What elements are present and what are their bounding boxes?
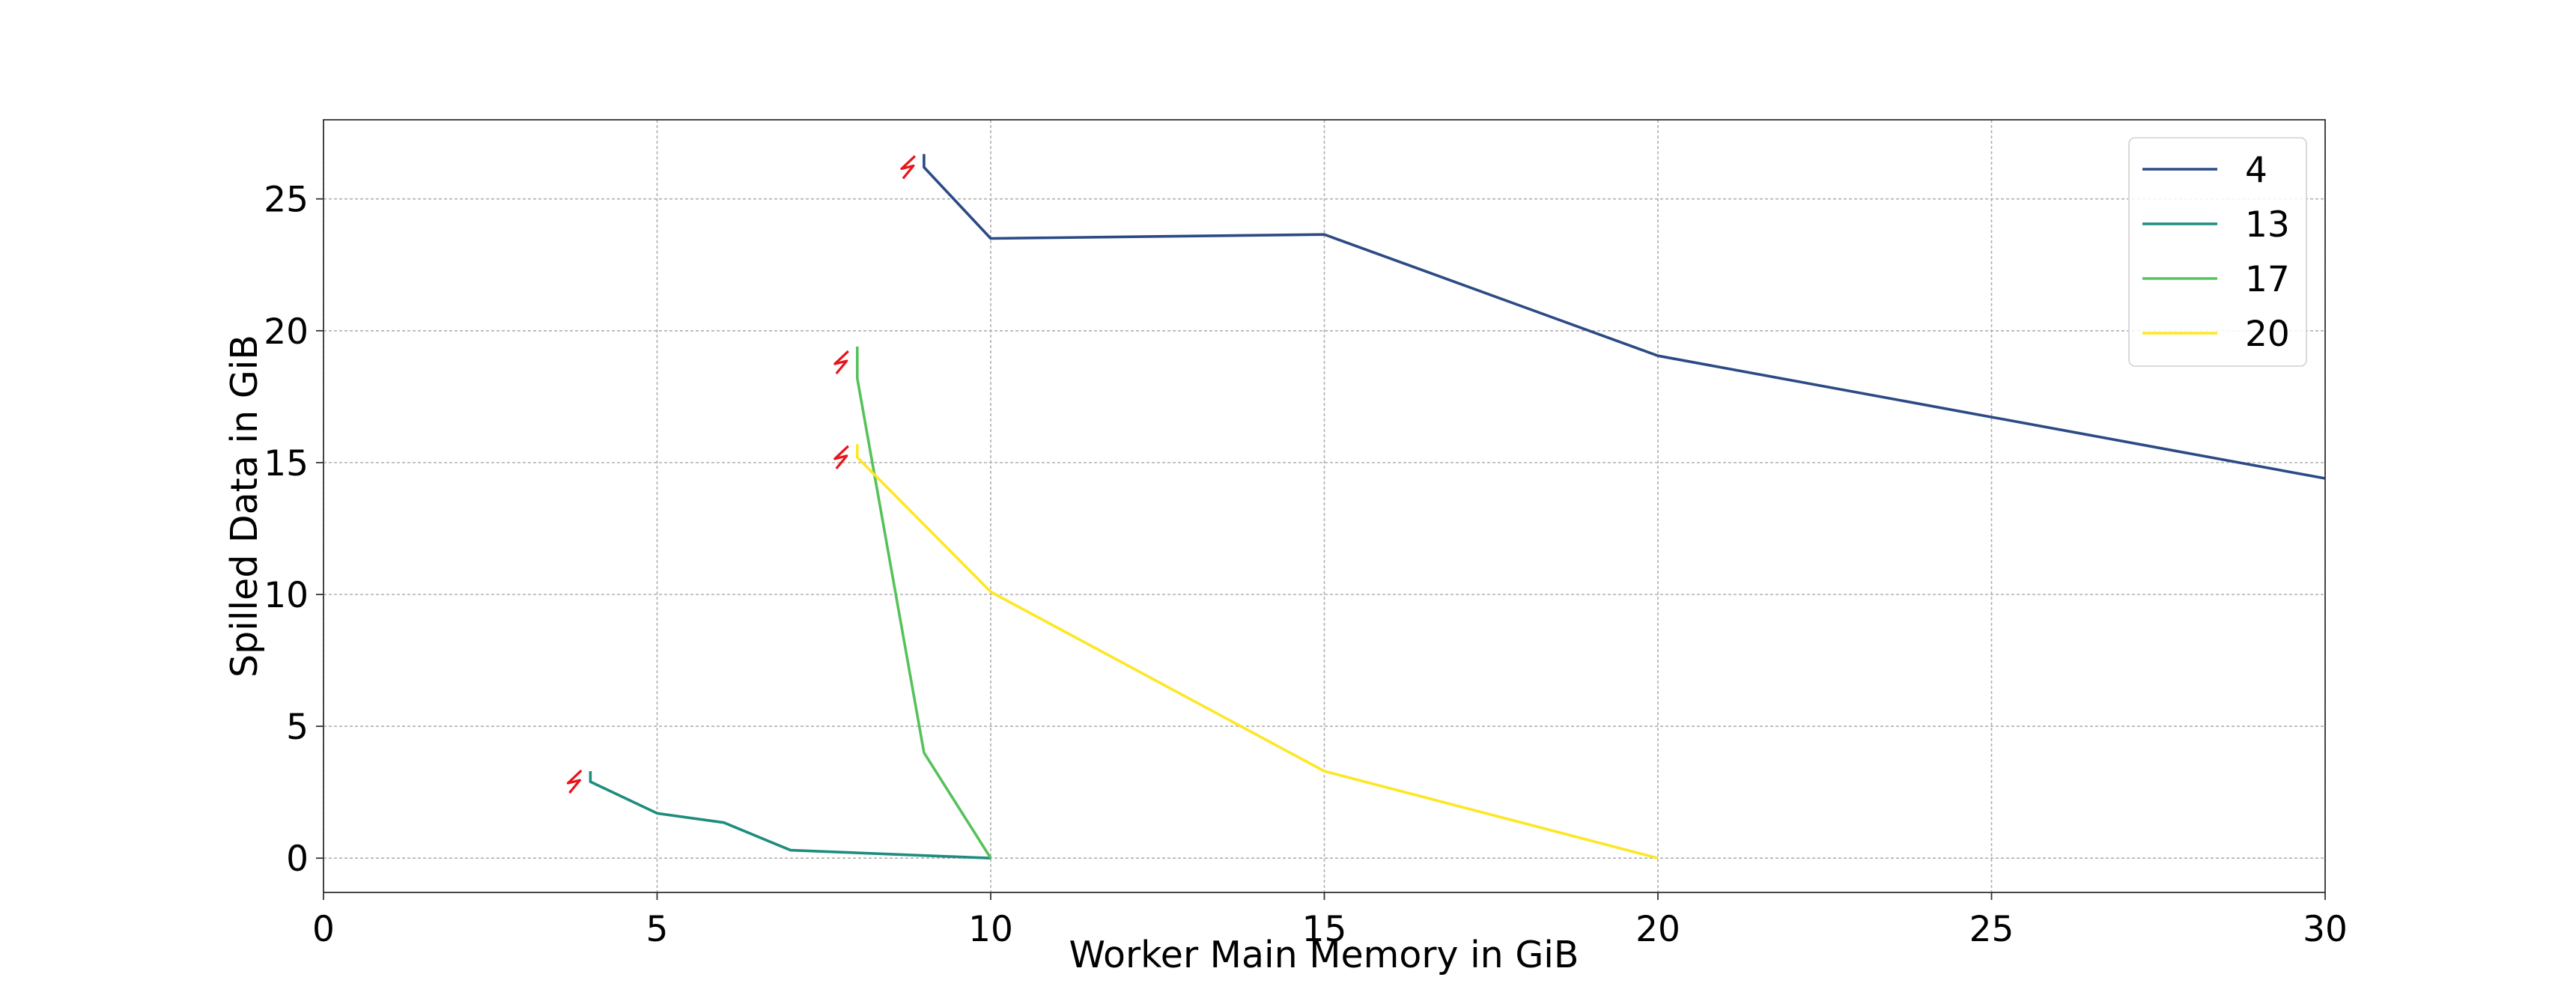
failure-markers [566,155,916,794]
series-layer [589,153,2326,859]
y-tick-label: 20 [264,311,309,353]
series-line-17 [856,346,992,859]
y-tick-label: 10 [264,575,309,616]
failure-lightning-icon [566,769,583,794]
x-axis-title: Worker Main Memory in GiB [1069,934,1579,976]
x-tick-label: 10 [968,909,1013,950]
y-tick-label: 15 [264,443,309,484]
legend-box [2128,137,2307,367]
legend-label: 20 [2245,314,2290,355]
y-tick-label: 5 [286,707,309,748]
x-tick-label: 15 [1302,909,1347,950]
x-tick-label: 20 [1635,909,1680,950]
y-tick-label: 0 [286,839,309,880]
y-axis-title: Spilled Data in GiB [223,335,266,678]
legend-label: 4 [2245,150,2267,191]
series-line-4 [923,153,2326,480]
x-tick-label: 25 [1969,909,2014,950]
x-tick-label: 30 [2303,909,2348,950]
legend-label: 13 [2245,204,2290,246]
series-line-13 [589,771,991,859]
x-tick-label: 5 [646,909,669,950]
failure-lightning-icon [900,155,916,180]
legend-label: 17 [2245,259,2290,300]
tick-layer: 0 5 10 15 20 25 30 0 5 10 15 20 25 [264,180,2348,950]
failure-lightning-icon [833,350,849,375]
legend-items: 4 13 17 20 [2142,150,2290,355]
x-tick-label: 0 [312,909,335,950]
legend: 4 13 17 20 [2128,137,2307,367]
y-tick-label: 25 [264,180,309,221]
series-line-20 [856,444,1659,859]
failure-lightning-icon [833,445,849,469]
